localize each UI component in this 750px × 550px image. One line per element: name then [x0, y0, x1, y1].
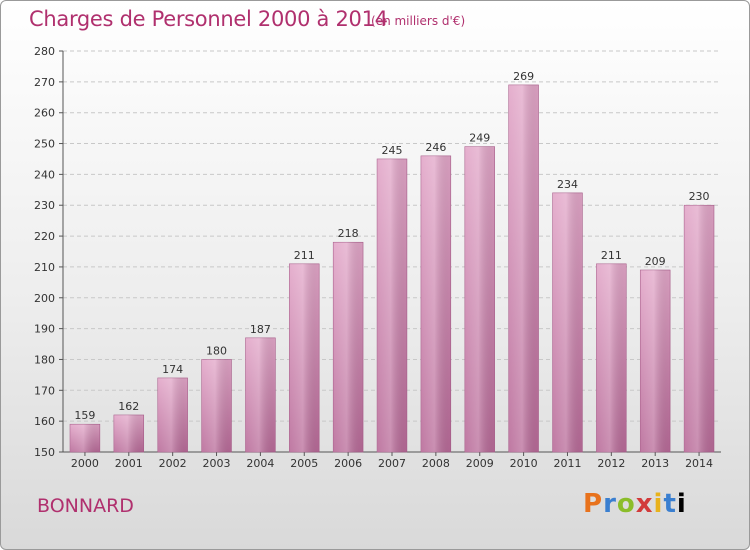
- y-tick-label: 170: [34, 384, 55, 397]
- logo-letter: t: [663, 489, 677, 519]
- data-label: 159: [74, 409, 95, 422]
- data-label: 174: [162, 363, 183, 376]
- x-tick-label: 2008: [422, 457, 450, 470]
- data-label: 246: [425, 141, 446, 154]
- bar-shine: [333, 242, 364, 452]
- bar-shine: [70, 424, 100, 452]
- data-label: 162: [118, 400, 139, 413]
- y-tick-label: 220: [34, 230, 55, 243]
- logo-letter: o: [616, 489, 636, 519]
- proxiti-logo: Proxiti: [583, 489, 687, 519]
- data-label: 211: [294, 249, 315, 262]
- chart-title: Charges de Personnel 2000 à 2014: [29, 7, 388, 31]
- bar-shine: [245, 337, 276, 452]
- data-label: 187: [250, 323, 271, 336]
- logo-letter: x: [635, 489, 654, 519]
- x-tick-label: 2012: [597, 457, 625, 470]
- bar-shine: [377, 158, 407, 452]
- bar-shine: [464, 146, 495, 452]
- y-tick-label: 250: [34, 138, 55, 151]
- bar-shine: [508, 84, 539, 452]
- axis-layer: 150 160 170 180 190 200 210 220 230 240 250 260 270 2…: [34, 45, 721, 470]
- x-tick-label: 2009: [466, 457, 494, 470]
- x-tick-label: 2014: [685, 457, 713, 470]
- bar-shine: [289, 263, 320, 452]
- y-tick-label: 240: [34, 168, 55, 181]
- data-label: 218: [338, 227, 359, 240]
- data-label: 211: [601, 249, 622, 262]
- y-tick-label: 150: [34, 446, 55, 459]
- y-tick-label: 160: [34, 415, 55, 428]
- x-tick-label: 2013: [641, 457, 669, 470]
- logo-letter: i: [653, 489, 664, 519]
- y-tick-label: 260: [34, 107, 55, 120]
- bar-shine: [684, 205, 714, 452]
- logo-letter: P: [583, 489, 604, 519]
- bar-shine: [596, 263, 627, 452]
- chart-subtitle: (en milliers d'€): [371, 14, 466, 28]
- x-tick-label: 2007: [378, 457, 406, 470]
- bar-shine: [201, 359, 232, 452]
- data-label: 180: [206, 344, 227, 357]
- y-tick-label: 210: [34, 261, 55, 274]
- data-label: 234: [557, 178, 578, 191]
- y-tick-label: 230: [34, 199, 55, 212]
- data-label: 230: [689, 190, 710, 203]
- x-tick-label: 2004: [246, 457, 274, 470]
- y-tick-label: 180: [34, 353, 55, 366]
- x-tick-label: 2011: [553, 457, 581, 470]
- y-tick-label: 280: [34, 45, 55, 58]
- y-tick-label: 200: [34, 292, 55, 305]
- y-tick-label: 190: [34, 323, 55, 336]
- town-name: BONNARD: [37, 495, 134, 517]
- bar-layer: [69, 84, 715, 453]
- y-tick-label: 270: [34, 76, 55, 89]
- x-tick-label: 2005: [290, 457, 318, 470]
- x-tick-label: 2006: [334, 457, 362, 470]
- data-label: 245: [382, 144, 403, 157]
- bar-shine: [640, 270, 671, 452]
- logo-letter: r: [603, 489, 617, 519]
- x-tick-label: 2002: [159, 457, 187, 470]
- bar-shine: [552, 192, 583, 452]
- x-tick-label: 2001: [115, 457, 143, 470]
- x-tick-label: 2003: [203, 457, 231, 470]
- data-label: 269: [513, 70, 534, 83]
- data-label: 249: [469, 132, 490, 145]
- bar-shine: [157, 377, 188, 452]
- data-label: 209: [645, 255, 666, 268]
- x-tick-label: 2000: [71, 457, 99, 470]
- x-tick-label: 2010: [510, 457, 538, 470]
- bar-shine: [420, 155, 451, 452]
- bar-shine: [113, 414, 144, 452]
- logo-letter: i: [676, 489, 687, 519]
- label-layer: 159 162 174 180 187 211 218 245 246 249 269 234 211 2…: [74, 70, 709, 422]
